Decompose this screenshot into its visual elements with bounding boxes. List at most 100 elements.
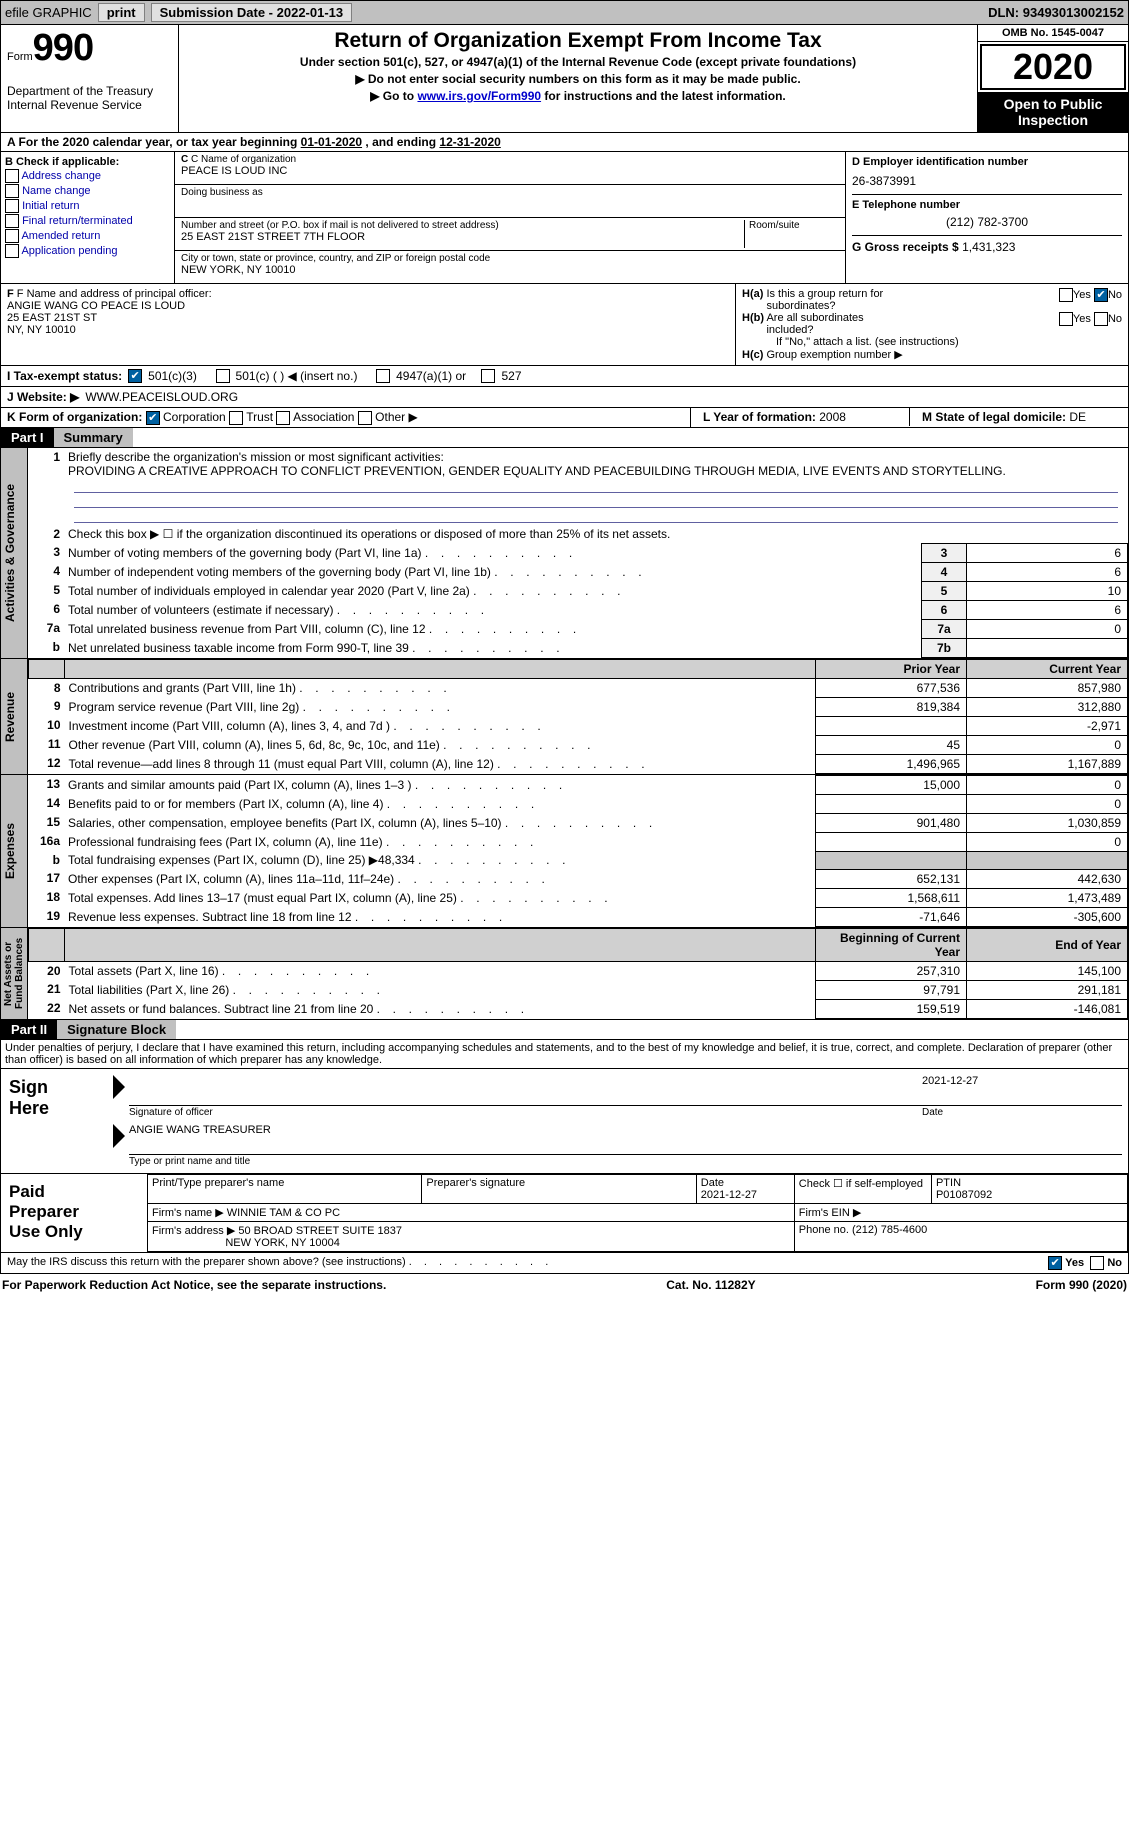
phone-value: (212) 782-3700 (852, 215, 1122, 229)
col-prior: Prior Year (816, 659, 967, 678)
org-name: PEACE IS LOUD INC (181, 165, 839, 177)
f-cell: F F Name and address of principal office… (1, 284, 736, 365)
vtab-netassets: Net Assets or Fund Balances (1, 928, 28, 1019)
preparer-table: Print/Type preparer's name Preparer's si… (147, 1174, 1128, 1252)
table-row: 19Revenue less expenses. Subtract line 1… (28, 907, 1128, 926)
subtitle-2: ▶ Do not enter social security numbers o… (185, 72, 971, 86)
ein-label: D Employer identification number (852, 156, 1122, 168)
check-trust[interactable] (229, 411, 243, 425)
table-row: 10Investment income (Part VIII, column (… (29, 716, 1128, 735)
city-value: NEW YORK, NY 10010 (181, 264, 839, 276)
section-revenue: Revenue Prior Year Current Year 8Contrib… (0, 659, 1129, 775)
check-final-return[interactable]: Final return/terminated (5, 214, 170, 228)
table-row: 21Total liabilities (Part X, line 26) 97… (29, 980, 1128, 999)
tax-year: 2020 (980, 44, 1126, 90)
table-row: 11Other revenue (Part VIII, column (A), … (29, 735, 1128, 754)
vtab-expenses: Expenses (1, 775, 28, 927)
firm-name: WINNIE TAM & CO PC (227, 1207, 340, 1219)
room-label: Room/suite (749, 220, 839, 231)
dept-label: Department of the Treasury Internal Reve… (7, 84, 172, 112)
check-4947[interactable] (376, 369, 390, 383)
table-row: 3Number of voting members of the governi… (28, 543, 1128, 562)
instructions-link[interactable]: www.irs.gov/Form990 (417, 89, 541, 103)
footer-left: For Paperwork Reduction Act Notice, see … (2, 1278, 386, 1292)
discuss-no[interactable] (1090, 1256, 1104, 1270)
main-title: Return of Organization Exempt From Incom… (185, 29, 971, 53)
signer-name-label: Type or print name and title (129, 1154, 1122, 1167)
check-527[interactable] (481, 369, 495, 383)
footer-right: Form 990 (2020) (1036, 1278, 1127, 1292)
table-row: 5Total number of individuals employed in… (28, 581, 1128, 600)
col-end: End of Year (967, 928, 1128, 961)
table-row: 16aProfessional fundraising fees (Part I… (28, 832, 1128, 851)
entity-block: B Check if applicable: Address change Na… (0, 152, 1129, 284)
sign-date: 2021-12-27 (922, 1075, 1122, 1087)
check-501c[interactable] (216, 369, 230, 383)
penalties-text: Under penalties of perjury, I declare th… (0, 1040, 1129, 1069)
arrow-icon (113, 1124, 125, 1148)
ptin-value: P01087092 (936, 1189, 992, 1201)
part1-tag: Part I (1, 428, 54, 447)
table-row: 20Total assets (Part X, line 16) 257,310… (29, 961, 1128, 980)
street-value: 25 EAST 21ST STREET 7TH FLOOR (181, 231, 740, 243)
table-row: 22Net assets or fund balances. Subtract … (29, 999, 1128, 1018)
check-if-applicable: B Check if applicable: Address change Na… (1, 152, 175, 283)
check-pending[interactable]: Application pending (5, 244, 170, 258)
sig-date-label: Date (922, 1105, 1122, 1118)
check-initial-return[interactable]: Initial return (5, 199, 170, 213)
gross-value: 1,431,323 (962, 240, 1015, 254)
ein-col: D Employer identification number 26-3873… (846, 152, 1128, 283)
table-row: 6Total number of volunteers (estimate if… (28, 600, 1128, 619)
col-begin: Beginning of Current Year (816, 928, 967, 961)
check-name-change[interactable]: Name change (5, 184, 170, 198)
name-address-col: C C Name of organization PEACE IS LOUD I… (175, 152, 846, 283)
check-address-change[interactable]: Address change (5, 169, 170, 183)
table-row: 7aTotal unrelated business revenue from … (28, 619, 1128, 638)
firm-addr2: NEW YORK, NY 10004 (225, 1237, 340, 1249)
form-title-row: Form990 Department of the Treasury Inter… (0, 25, 1129, 133)
h-cell: H(a) Is this a group return for subordin… (736, 284, 1128, 365)
discuss-yes[interactable] (1048, 1256, 1062, 1270)
state-domicile: DE (1069, 410, 1086, 424)
print-button[interactable]: print (98, 3, 145, 22)
firm-addr1: 50 BROAD STREET SUITE 1837 (238, 1225, 402, 1237)
dln: DLN: 93493013002152 (988, 5, 1124, 20)
arrow-icon (113, 1075, 125, 1099)
omb-number: OMB No. 1545-0047 (978, 25, 1128, 42)
check-other[interactable] (358, 411, 372, 425)
table-row: 12Total revenue—add lines 8 through 11 (… (29, 754, 1128, 773)
form-number: 990 (33, 27, 93, 69)
check-amended[interactable]: Amended return (5, 229, 170, 243)
check-head: B Check if applicable: (5, 156, 170, 168)
vtab-governance: Activities & Governance (1, 448, 28, 658)
right-box: OMB No. 1545-0047 2020 Open to Public In… (978, 25, 1128, 132)
table-row: 9Program service revenue (Part VIII, lin… (29, 697, 1128, 716)
mission-text: PROVIDING A CREATIVE APPROACH TO CONFLIC… (68, 464, 1006, 478)
mission-label: Briefly describe the organization's miss… (68, 450, 444, 464)
table-row: 17Other expenses (Part IX, column (A), l… (28, 869, 1128, 888)
form-id-cell: Form990 Department of the Treasury Inter… (1, 25, 179, 132)
section-governance: Activities & Governance 1 Briefly descri… (0, 448, 1129, 659)
part2-tag: Part II (1, 1020, 57, 1039)
gross-label: G Gross receipts $ (852, 240, 962, 254)
table-row: 4Number of independent voting members of… (28, 562, 1128, 581)
col-current: Current Year (967, 659, 1128, 678)
check-501c3[interactable] (128, 369, 142, 383)
section-netassets: Net Assets or Fund Balances Beginning of… (0, 928, 1129, 1020)
title-cell: Return of Organization Exempt From Incom… (179, 25, 978, 132)
subtitle-3: ▶ Go to www.irs.gov/Form990 for instruct… (185, 89, 971, 103)
ein-value: 26-3873991 (852, 174, 1122, 188)
footer-cat: Cat. No. 11282Y (666, 1278, 755, 1292)
table-row: 14Benefits paid to or for members (Part … (28, 794, 1128, 813)
city-label: City or town, state or province, country… (181, 253, 839, 264)
check-assoc[interactable] (276, 411, 290, 425)
period-end: 12-31-2020 (439, 135, 500, 149)
check-corp[interactable] (146, 411, 160, 425)
vtab-revenue: Revenue (1, 659, 28, 774)
period-row: A For the 2020 calendar year, or tax yea… (0, 133, 1129, 152)
website-row: J Website: ▶ WWW.PEACEISLOUD.ORG (0, 387, 1129, 408)
table-row: bNet unrelated business taxable income f… (28, 638, 1128, 657)
fgh-block: F F Name and address of principal office… (0, 284, 1129, 366)
part2-bar: Part IISignature Block (0, 1020, 1129, 1040)
paid-preparer-block: Paid Preparer Use Only Print/Type prepar… (0, 1174, 1129, 1253)
